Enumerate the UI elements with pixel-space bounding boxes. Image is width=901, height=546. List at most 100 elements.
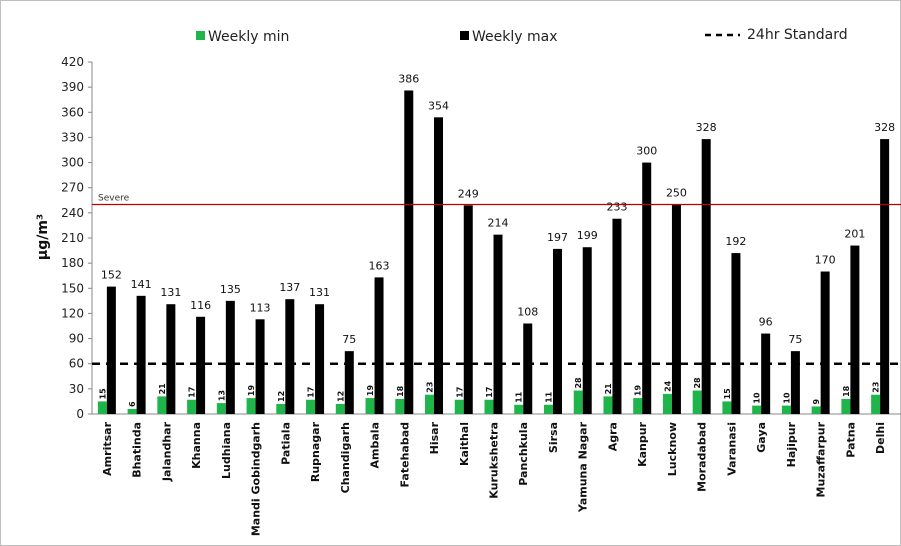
bar-weekly-max [701,139,711,414]
x-category-labels: Amritsar Bhatinda Jalandhar Khanna Ludhiana M… [101,421,887,536]
x-category-label: Moradabad [696,422,709,492]
bar-weekly-max [523,323,533,414]
bar-weekly-max [880,139,890,414]
y-tick-label: 60 [69,357,84,371]
data-label-weekly-min: 28 [574,377,583,389]
x-category-label: Ludhiana [220,422,233,479]
data-label-weekly-max: 192 [725,235,746,248]
bar-weekly-min [871,394,881,414]
y-tick-label: 240 [61,206,84,220]
bar-weekly-max [225,300,235,414]
bar-weekly-max [612,218,622,414]
bar-weekly-max [582,247,592,414]
data-label-weekly-max: 249 [458,187,479,200]
bar-weekly-min [662,393,672,414]
reference-lines: Severe [92,193,901,365]
bar-weekly-max [731,253,741,414]
x-category-label: Muzaffarpur [815,421,828,497]
bar-weekly-min [97,401,107,414]
bar-weekly-max [552,248,562,414]
data-label-weekly-min: 18 [842,385,851,397]
x-category-label: Gaya [755,422,768,453]
bar-weekly-max [136,295,146,414]
reference-line-label: Severe [98,193,130,203]
data-label-weekly-max: 131 [160,286,181,299]
y-tick-label: 120 [61,306,84,320]
y-tick-label: 390 [61,80,84,94]
bar-weekly-min [722,401,732,414]
x-category-label: Sirsa [547,422,560,453]
data-label-weekly-max: 197 [547,231,568,244]
bar-weekly-min [603,396,613,414]
bar-weekly-min [276,403,286,414]
y-tick-label: 420 [61,55,84,69]
data-label-weekly-max: 328 [874,121,895,134]
y-axis-label: μg/m³ [35,214,51,260]
y-tick-label: 0 [76,407,84,421]
y-ticks: 0 30 60 90 120 150 180 210 240 270 300 330 360 390 420 [61,55,92,421]
data-label-weekly-max: 300 [636,145,657,158]
x-category-label: Panchkula [517,422,530,486]
data-label-weekly-min: 28 [693,377,702,389]
x-category-label: Agra [606,422,619,451]
data-label-weekly-max: 201 [844,228,865,241]
bar-weekly-min [306,399,316,414]
x-category-label: Fatehabad [398,422,411,487]
data-label-weekly-min: 17 [455,387,464,398]
x-category-label: Khanna [190,422,203,469]
data-label-weekly-min: 15 [98,388,107,400]
data-label-weekly-min: 6 [128,401,137,407]
data-label-weekly-max: 96 [759,316,773,329]
bar-weekly-min [127,408,137,414]
x-category-label: Varanasi [725,422,738,476]
data-label-weekly-min: 11 [544,391,553,403]
data-label-weekly-min: 15 [723,388,732,400]
x-category-label: Ambala [369,422,382,468]
bar-weekly-min [454,399,464,414]
bar-weekly-min [335,403,345,414]
data-label-weekly-min: 19 [366,385,375,397]
data-label-weekly-min: 9 [812,398,821,404]
bar-weekly-min [365,398,375,414]
x-category-label: Kanpur [636,421,649,466]
data-label-weekly-min: 23 [872,382,881,393]
bar-weekly-min [157,396,167,414]
y-tick-label: 150 [61,281,84,295]
bar-weekly-min [841,398,851,414]
bars: 15 152 6 141 21 131 17 116 13 135 19 113 12 137 17 131 1… [97,72,895,415]
x-category-label: Chandigarh [339,422,352,493]
x-category-label: Patiala [279,422,292,465]
data-label-weekly-min: 19 [634,385,643,397]
bar-weekly-max [790,351,800,414]
data-label-weekly-min: 17 [188,387,197,398]
y-tick-label: 330 [61,130,84,144]
data-label-weekly-max: 75 [788,333,802,346]
data-label-weekly-max: 328 [696,121,717,134]
x-category-label: Mandi Gobindgarh [250,422,263,536]
bar-weekly-min [573,390,583,414]
x-category-label: Kurukshetra [488,422,501,499]
bar-weekly-max [463,205,473,414]
bar-weekly-max [166,304,176,414]
bar-weekly-min [187,399,197,414]
bar-weekly-max [820,271,830,414]
data-label-weekly-max: 75 [342,333,356,346]
y-tick-label: 360 [61,105,84,119]
data-label-weekly-max: 108 [517,305,538,318]
x-category-label: Jalandhar [160,421,173,482]
data-label-weekly-min: 21 [158,383,167,395]
x-category-label: Amritsar [101,421,114,475]
data-label-weekly-min: 21 [604,383,613,395]
x-category-label: Hajipur [785,421,798,467]
y-tick-label: 180 [61,256,84,270]
data-label-weekly-min: 19 [247,385,256,397]
data-label-weekly-min: 11 [515,391,524,403]
x-category-label: Yamuna Nagar [577,421,590,513]
bar-weekly-min [216,403,226,414]
bar-weekly-min [781,405,791,414]
legend-label-weekly-min: Weekly min [208,29,289,45]
bar-weekly-min [543,404,553,414]
bar-weekly-max [285,299,295,414]
data-label-weekly-max: 199 [577,229,598,242]
